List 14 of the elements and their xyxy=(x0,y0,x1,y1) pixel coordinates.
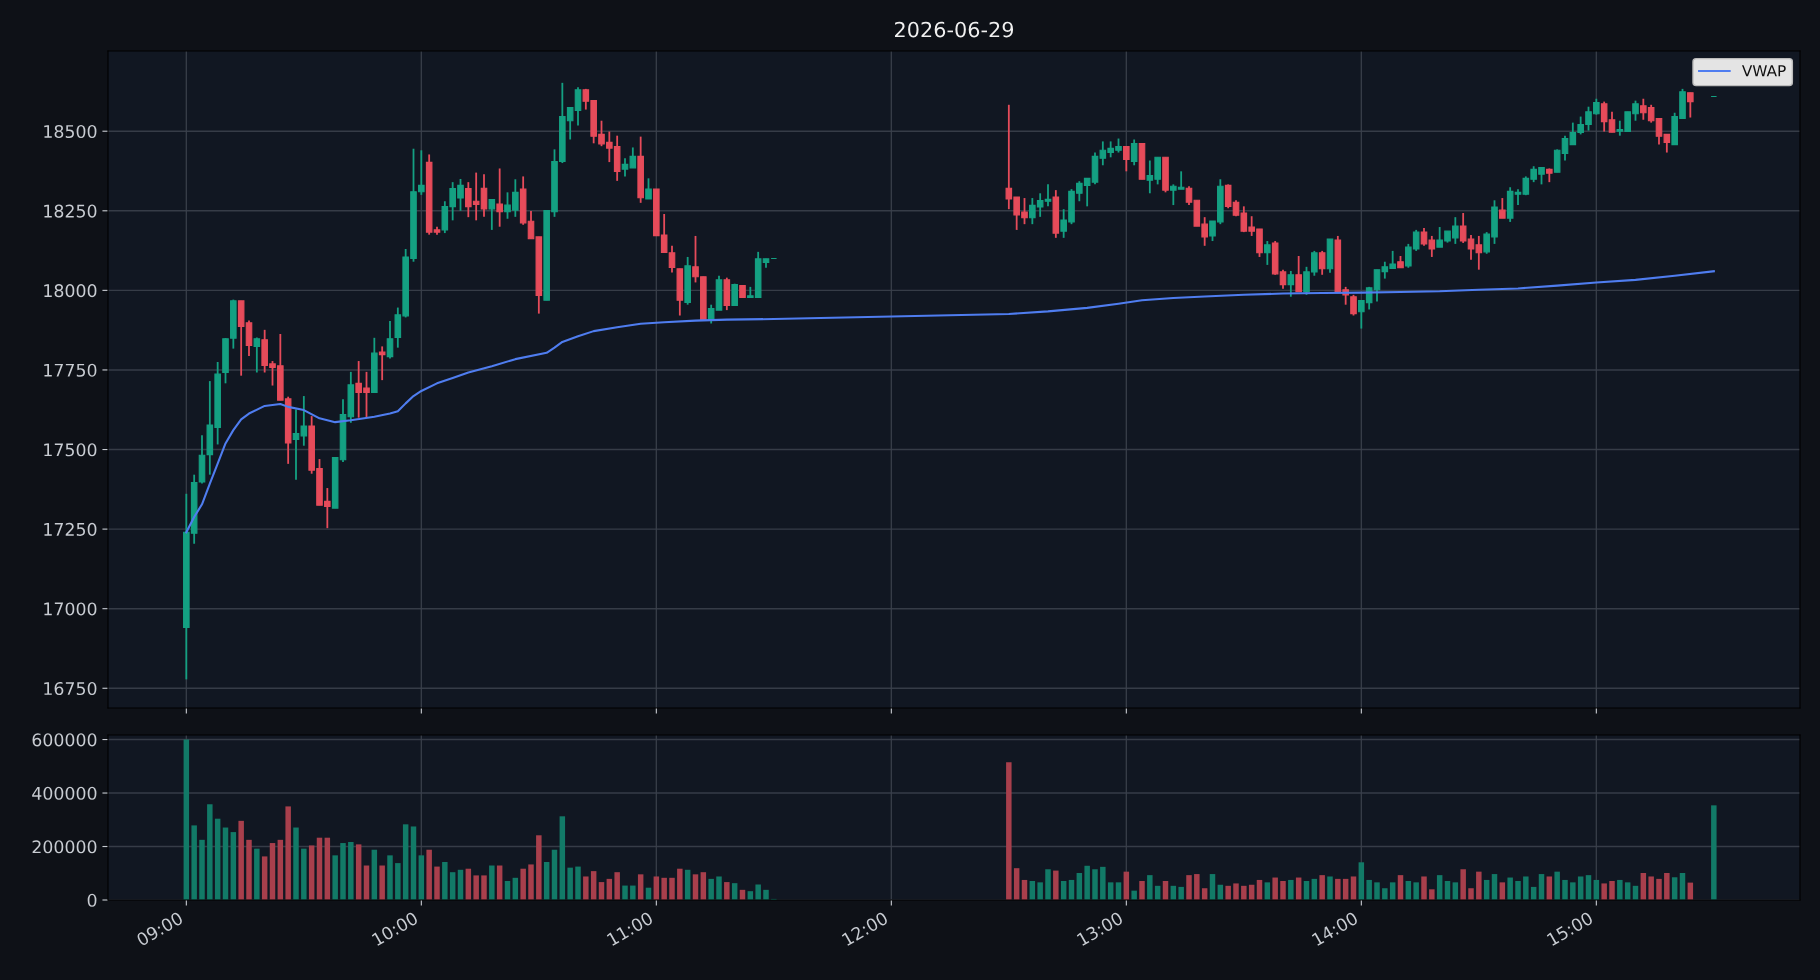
y-tick-label: 18500 xyxy=(44,124,97,139)
y-tick-label: 16750 xyxy=(44,681,97,696)
y-tick-label: 18250 xyxy=(44,204,97,218)
y-tick-label: 17250 xyxy=(44,522,97,536)
y-tick-label: 0 xyxy=(87,893,97,907)
y-tick-label: 200000 xyxy=(32,840,97,854)
y-tick-label: 17000 xyxy=(44,602,97,616)
y-tick-label: 400000 xyxy=(32,786,97,800)
chart-title: 2026-06-29 xyxy=(894,21,1014,38)
y-tick-label: 18000 xyxy=(44,284,97,298)
y-tick-label: 17500 xyxy=(44,443,97,457)
y-tick-label: 600000 xyxy=(32,733,97,747)
legend-label: VWAP xyxy=(1741,65,1786,77)
y-tick-label: 17750 xyxy=(44,363,97,377)
